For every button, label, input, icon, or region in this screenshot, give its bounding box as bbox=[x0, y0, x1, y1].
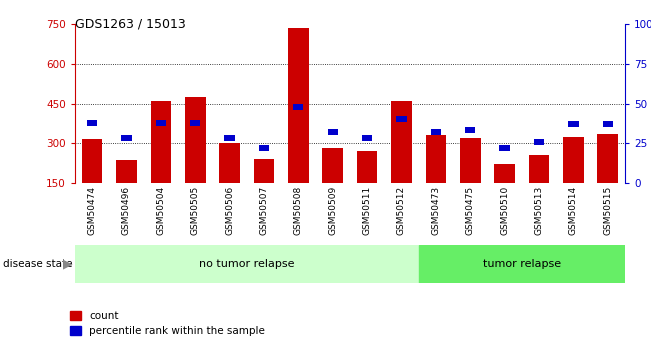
Bar bbox=[598, 134, 618, 183]
Bar bbox=[116, 160, 137, 183]
Text: GSM50475: GSM50475 bbox=[465, 186, 475, 235]
Text: GSM50507: GSM50507 bbox=[260, 186, 268, 235]
Text: GSM50474: GSM50474 bbox=[87, 186, 96, 235]
Bar bbox=[529, 155, 549, 183]
Bar bbox=[499, 145, 510, 151]
Bar bbox=[156, 119, 166, 126]
Bar bbox=[419, 245, 625, 283]
Bar bbox=[431, 129, 441, 135]
Bar bbox=[322, 148, 343, 183]
Bar bbox=[293, 104, 303, 110]
Text: GSM50511: GSM50511 bbox=[363, 186, 372, 235]
Text: GSM50509: GSM50509 bbox=[328, 186, 337, 235]
Bar bbox=[75, 245, 419, 283]
Bar bbox=[568, 121, 579, 127]
Bar bbox=[534, 139, 544, 145]
Text: GSM50505: GSM50505 bbox=[191, 186, 200, 235]
Text: GSM50510: GSM50510 bbox=[500, 186, 509, 235]
Bar bbox=[460, 138, 480, 183]
Bar bbox=[396, 116, 407, 122]
Bar bbox=[87, 119, 97, 126]
Text: GSM50504: GSM50504 bbox=[156, 186, 165, 235]
Text: GSM50473: GSM50473 bbox=[432, 186, 440, 235]
Text: disease state: disease state bbox=[3, 259, 73, 269]
Bar bbox=[259, 145, 269, 151]
Text: GSM50514: GSM50514 bbox=[569, 186, 578, 235]
Bar bbox=[254, 159, 274, 183]
Bar bbox=[494, 164, 515, 183]
Bar bbox=[563, 137, 584, 183]
Bar bbox=[465, 127, 475, 134]
Bar bbox=[327, 129, 338, 135]
Bar bbox=[185, 97, 206, 183]
Text: no tumor relapse: no tumor relapse bbox=[199, 259, 294, 269]
Bar bbox=[288, 28, 309, 183]
Text: GSM50496: GSM50496 bbox=[122, 186, 131, 235]
Text: ▶: ▶ bbox=[62, 257, 72, 270]
Bar bbox=[603, 121, 613, 127]
Legend: count, percentile rank within the sample: count, percentile rank within the sample bbox=[70, 311, 265, 336]
Text: GDS1263 / 15013: GDS1263 / 15013 bbox=[75, 17, 186, 30]
Bar bbox=[225, 135, 235, 141]
Bar bbox=[357, 151, 378, 183]
Bar bbox=[219, 143, 240, 183]
Text: GSM50508: GSM50508 bbox=[294, 186, 303, 235]
Bar bbox=[150, 101, 171, 183]
Bar bbox=[426, 135, 446, 183]
Bar bbox=[82, 139, 102, 183]
Bar bbox=[391, 101, 412, 183]
Bar bbox=[121, 135, 132, 141]
Text: tumor relapse: tumor relapse bbox=[483, 259, 561, 269]
Bar bbox=[362, 135, 372, 141]
Bar bbox=[190, 119, 201, 126]
Text: GSM50513: GSM50513 bbox=[534, 186, 544, 235]
Text: GSM50512: GSM50512 bbox=[397, 186, 406, 235]
Text: GSM50506: GSM50506 bbox=[225, 186, 234, 235]
Text: GSM50515: GSM50515 bbox=[603, 186, 613, 235]
